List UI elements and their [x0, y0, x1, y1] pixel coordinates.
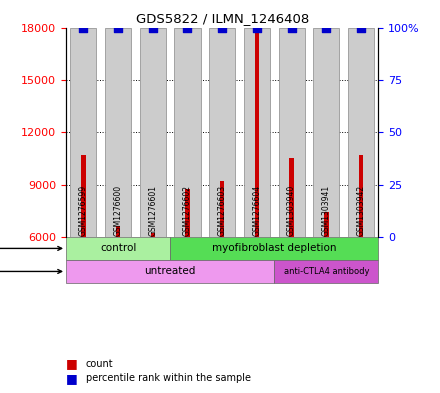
Bar: [359, 155, 363, 237]
Point: [149, 24, 156, 31]
Point: [184, 24, 191, 31]
Text: GSM1276600: GSM1276600: [114, 185, 123, 236]
Bar: [140, 28, 166, 237]
Text: control: control: [100, 243, 136, 253]
Text: ■: ■: [66, 357, 78, 370]
Text: agent: agent: [0, 266, 62, 276]
Point: [253, 24, 260, 31]
Bar: [66, 237, 170, 260]
Text: untreated: untreated: [144, 266, 196, 276]
Bar: [313, 28, 339, 237]
Text: GSM1276599: GSM1276599: [79, 185, 88, 236]
Point: [358, 24, 365, 31]
Text: ■: ■: [66, 371, 78, 385]
Bar: [209, 28, 235, 237]
Bar: [324, 213, 329, 237]
Bar: [105, 28, 131, 237]
Text: GSM1303941: GSM1303941: [322, 185, 331, 236]
Text: GSM1303942: GSM1303942: [356, 185, 366, 236]
Bar: [244, 28, 270, 237]
Text: GSM1276601: GSM1276601: [148, 185, 157, 236]
Bar: [348, 28, 374, 237]
Bar: [81, 155, 86, 237]
Title: GDS5822 / ILMN_1246408: GDS5822 / ILMN_1246408: [136, 12, 309, 25]
Text: GSM1303940: GSM1303940: [287, 185, 296, 236]
Text: GSM1276604: GSM1276604: [253, 185, 261, 236]
Bar: [150, 233, 155, 237]
Bar: [290, 158, 294, 237]
Bar: [70, 28, 96, 237]
Bar: [116, 226, 120, 237]
Bar: [185, 189, 190, 237]
Bar: [279, 28, 304, 237]
Bar: [220, 181, 224, 237]
Bar: [170, 237, 378, 260]
Point: [219, 24, 226, 31]
Text: myofibroblast depletion: myofibroblast depletion: [212, 243, 337, 253]
Point: [114, 24, 121, 31]
Point: [323, 24, 330, 31]
Text: anti-CTLA4 antibody: anti-CTLA4 antibody: [284, 267, 369, 276]
Bar: [255, 31, 259, 237]
Bar: [66, 260, 274, 283]
Text: GSM1276603: GSM1276603: [218, 185, 227, 236]
Bar: [175, 28, 201, 237]
Point: [288, 24, 295, 31]
Text: GSM1276602: GSM1276602: [183, 185, 192, 236]
Text: percentile rank within the sample: percentile rank within the sample: [86, 373, 251, 383]
Point: [80, 24, 87, 31]
Text: count: count: [86, 358, 114, 369]
Text: protocol: protocol: [0, 243, 62, 253]
Bar: [274, 260, 378, 283]
